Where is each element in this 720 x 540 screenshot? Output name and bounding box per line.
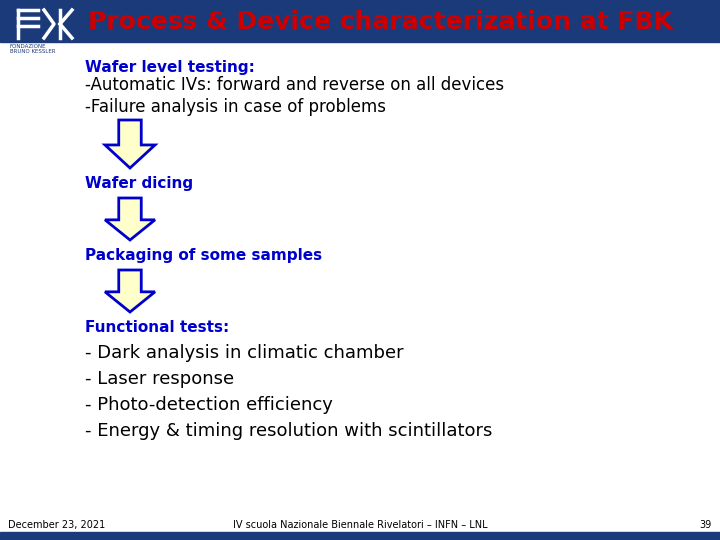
Polygon shape	[105, 120, 155, 168]
Text: Wafer level testing:: Wafer level testing:	[85, 60, 255, 75]
Polygon shape	[105, 270, 155, 312]
Text: 39: 39	[700, 520, 712, 530]
Text: - Laser response: - Laser response	[85, 370, 234, 388]
Text: BRUNO KESSLER: BRUNO KESSLER	[10, 49, 55, 54]
Text: Functional tests:: Functional tests:	[85, 320, 229, 335]
Bar	[0, 532, 720, 540]
Text: FONDAZIONE: FONDAZIONE	[10, 44, 47, 49]
Bar	[0, 0, 720, 42]
Text: December 23, 2021: December 23, 2021	[8, 520, 105, 530]
Text: -Failure analysis in case of problems: -Failure analysis in case of problems	[85, 98, 386, 116]
Text: - Energy & timing resolution with scintillators: - Energy & timing resolution with scinti…	[85, 422, 492, 440]
Text: -Automatic IVs: forward and reverse on all devices: -Automatic IVs: forward and reverse on a…	[85, 76, 504, 94]
Text: IV scuola Nazionale Biennale Rivelatori – INFN – LNL: IV scuola Nazionale Biennale Rivelatori …	[233, 520, 487, 530]
Text: Packaging of some samples: Packaging of some samples	[85, 248, 322, 263]
Text: Process & Device characterization at FBK: Process & Device characterization at FBK	[88, 10, 672, 34]
Text: Wafer dicing: Wafer dicing	[85, 176, 193, 191]
Text: - Dark analysis in climatic chamber: - Dark analysis in climatic chamber	[85, 344, 404, 362]
Polygon shape	[105, 198, 155, 240]
Text: - Photo-detection efficiency: - Photo-detection efficiency	[85, 396, 333, 414]
